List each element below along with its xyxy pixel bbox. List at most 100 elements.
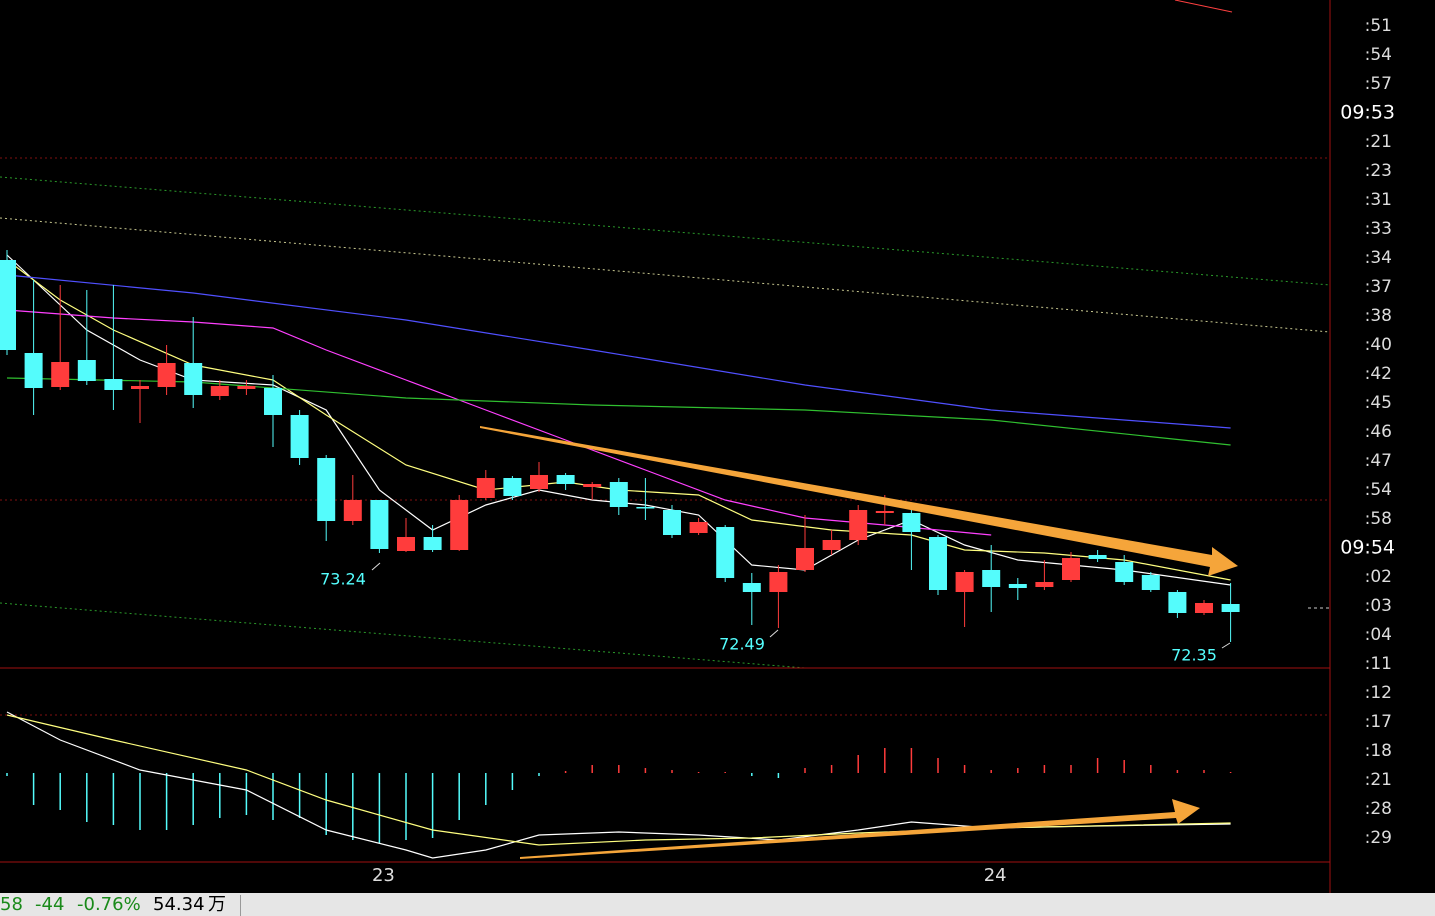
trade-time: :47 xyxy=(1365,451,1392,471)
trade-time: :18 xyxy=(1365,741,1392,761)
candle-body xyxy=(636,507,655,509)
candle-body xyxy=(503,478,522,496)
trade-time: :12 xyxy=(1365,683,1392,703)
candle-body xyxy=(716,527,735,578)
trade-time: 09:54 xyxy=(1340,537,1395,559)
trade-time: :31 xyxy=(1365,190,1392,210)
chart: 23 24 73.24 72.49 72.35 :51 :54 :57 09:53 :21 :23… xyxy=(0,0,1395,893)
x-tick-label: 24 xyxy=(984,865,1007,886)
candle-body xyxy=(955,572,974,592)
trade-time: :42 xyxy=(1365,364,1392,384)
candle-body xyxy=(237,386,256,389)
trade-time: :29 xyxy=(1365,828,1392,848)
trade-time: 09:53 xyxy=(1340,102,1395,124)
macd-line xyxy=(6,711,1231,859)
trade-time: :34 xyxy=(1365,248,1392,268)
candle-body xyxy=(1115,562,1134,582)
candle-body xyxy=(423,537,442,550)
separator xyxy=(240,895,241,916)
candle-body xyxy=(556,475,575,484)
candle-body xyxy=(450,500,469,550)
trend-arrow xyxy=(520,799,1200,859)
status-value: 58 xyxy=(0,894,23,915)
candle-body xyxy=(742,583,761,592)
candle-body xyxy=(131,386,149,389)
trend-line xyxy=(0,602,806,669)
trade-time: :38 xyxy=(1365,306,1392,326)
candle-body xyxy=(769,572,788,592)
candle-body xyxy=(849,510,868,540)
candle-body xyxy=(476,478,495,498)
candle-body xyxy=(370,500,389,549)
trade-time: :04 xyxy=(1365,625,1392,645)
trade-time: :21 xyxy=(1365,132,1392,152)
candle-body xyxy=(1168,592,1187,613)
trade-time: :28 xyxy=(1365,799,1392,819)
annotation-arrow xyxy=(769,629,779,638)
status-unit: 万 xyxy=(208,894,226,915)
candle-body xyxy=(609,482,628,507)
trade-time: :03 xyxy=(1365,596,1392,616)
low-annotation: 72.49 xyxy=(719,635,765,654)
status-volume: 54.34 xyxy=(153,894,205,915)
candle-body xyxy=(1088,555,1107,559)
candle-body xyxy=(902,513,921,532)
candle-body xyxy=(530,475,548,489)
candle-body xyxy=(184,363,203,395)
trade-time: :23 xyxy=(1365,161,1392,181)
status-bar: 58 -44 -0.76% 54.34 万 xyxy=(0,893,1435,916)
candle-body xyxy=(157,363,176,387)
candle-body xyxy=(689,522,708,533)
candle-body xyxy=(875,511,894,513)
candle-body xyxy=(1195,603,1213,613)
trade-time: :51 xyxy=(1365,16,1392,36)
status-percent: -0.76% xyxy=(77,894,141,915)
candle-body xyxy=(317,458,336,521)
candle-body xyxy=(663,510,681,535)
moving-average xyxy=(6,274,1231,429)
trade-time: :54 xyxy=(1365,45,1392,65)
trade-time: :54 xyxy=(1365,480,1392,500)
status-change: -44 xyxy=(35,894,65,915)
candle-body xyxy=(822,540,841,550)
trade-time: :11 xyxy=(1365,654,1392,674)
candle-body xyxy=(397,537,415,551)
trade-time: :57 xyxy=(1365,74,1392,94)
trade-time: :58 xyxy=(1365,509,1392,529)
x-tick-label: 23 xyxy=(372,865,395,886)
candle-body xyxy=(1141,575,1160,590)
candle-body xyxy=(24,353,43,388)
candle-body xyxy=(0,260,16,350)
candle-body xyxy=(210,386,229,396)
trade-time: :46 xyxy=(1365,422,1392,442)
candle-body xyxy=(583,484,602,487)
candle-body xyxy=(1035,582,1054,587)
trade-time: :17 xyxy=(1365,712,1392,732)
candle-body xyxy=(51,362,70,387)
low-annotation: 73.24 xyxy=(320,570,366,589)
low-annotation: 72.35 xyxy=(1171,646,1217,665)
trend-line xyxy=(0,217,1331,333)
trend-arrow xyxy=(480,426,1238,576)
trade-time: :40 xyxy=(1365,335,1392,355)
candle-body xyxy=(982,570,1001,587)
candle-body xyxy=(104,379,123,390)
annotation-arrow xyxy=(371,562,381,571)
candle-body xyxy=(264,388,282,415)
candle-body xyxy=(929,537,947,590)
trade-time: :33 xyxy=(1365,219,1392,239)
trade-time: :02 xyxy=(1365,567,1392,587)
annotation-arrow xyxy=(1221,642,1231,649)
candle-body xyxy=(343,500,362,521)
trend-line xyxy=(0,176,1331,286)
candle-body xyxy=(1062,558,1080,580)
line-fragment xyxy=(1174,0,1233,13)
trade-time: :21 xyxy=(1365,770,1392,790)
candle-body xyxy=(796,548,814,570)
trade-time: :37 xyxy=(1365,277,1392,297)
candle-body xyxy=(77,360,96,381)
trade-time: :45 xyxy=(1365,393,1392,413)
candle-body xyxy=(1008,584,1027,588)
candle-body xyxy=(290,415,309,458)
